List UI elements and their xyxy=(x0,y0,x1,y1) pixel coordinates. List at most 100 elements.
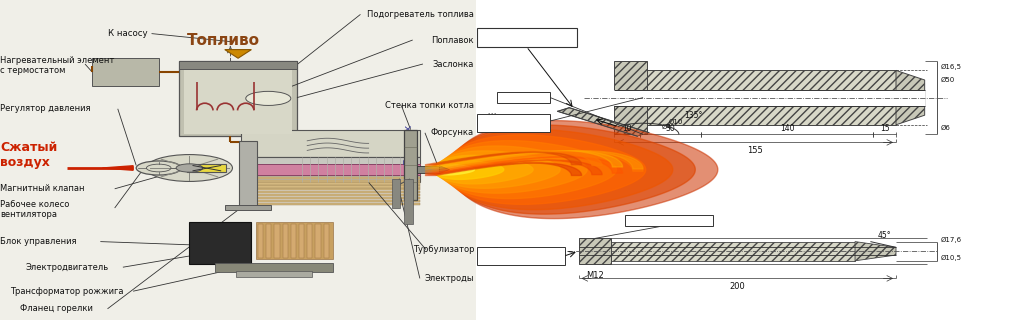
FancyBboxPatch shape xyxy=(477,247,565,265)
Text: Заслонка: Заслонка xyxy=(433,60,474,68)
Bar xyxy=(225,205,271,210)
Polygon shape xyxy=(447,130,673,210)
Bar xyxy=(417,166,439,173)
Bar xyxy=(645,70,896,125)
Polygon shape xyxy=(558,108,649,136)
Bar xyxy=(392,179,400,208)
Bar xyxy=(324,224,329,258)
Text: Форсунка: Форсунка xyxy=(431,128,474,137)
Text: 45°: 45° xyxy=(878,231,891,240)
Bar xyxy=(92,58,159,86)
Bar xyxy=(241,180,420,182)
Text: Ø17,6: Ø17,6 xyxy=(941,237,963,243)
Bar xyxy=(274,224,280,258)
Text: 140: 140 xyxy=(780,124,795,133)
Text: Электродвигатель: Электродвигатель xyxy=(26,263,109,272)
Bar xyxy=(239,141,257,208)
Polygon shape xyxy=(442,141,616,198)
Bar xyxy=(241,185,420,188)
Text: Трансформатор рожжига: Трансформатор рожжига xyxy=(10,287,124,296)
Bar xyxy=(236,271,312,277)
Bar xyxy=(299,224,304,258)
Text: Подогреватель топлива: Подогреватель топлива xyxy=(368,10,474,19)
Bar xyxy=(241,174,420,176)
FancyBboxPatch shape xyxy=(477,114,550,132)
Polygon shape xyxy=(429,164,474,175)
Text: 15: 15 xyxy=(880,124,890,133)
Text: Регулятор давления: Регулятор давления xyxy=(0,104,90,113)
Bar xyxy=(256,222,333,259)
Text: М12: М12 xyxy=(586,271,604,280)
Bar xyxy=(184,70,292,134)
Text: Рег. гайка М12: Рег. гайка М12 xyxy=(639,216,698,225)
Bar xyxy=(266,224,271,258)
Bar xyxy=(179,61,297,69)
Polygon shape xyxy=(896,70,925,125)
Bar xyxy=(476,0,1024,320)
Text: Ø10: Ø10 xyxy=(669,119,683,124)
Bar xyxy=(283,224,288,258)
Bar xyxy=(315,224,321,258)
Polygon shape xyxy=(432,160,504,180)
Text: Блок управления: Блок управления xyxy=(0,237,77,246)
FancyBboxPatch shape xyxy=(497,92,550,103)
Polygon shape xyxy=(102,166,133,170)
FancyBboxPatch shape xyxy=(625,215,713,226)
Bar xyxy=(241,200,420,202)
Text: Ø10,5: Ø10,5 xyxy=(941,254,963,261)
Bar xyxy=(241,197,420,199)
Circle shape xyxy=(146,155,232,181)
Bar xyxy=(614,90,925,106)
Polygon shape xyxy=(450,125,695,214)
Bar xyxy=(241,188,420,190)
Polygon shape xyxy=(445,135,646,204)
Bar xyxy=(307,224,312,258)
Text: Штуцер под
шланг: Штуцер под шланг xyxy=(488,113,538,132)
Bar xyxy=(241,177,420,179)
Text: 200: 200 xyxy=(729,282,745,291)
Text: Нагревательный элемент
с термостатом: Нагревательный элемент с термостатом xyxy=(0,56,115,75)
Bar xyxy=(241,191,420,193)
Text: 135°: 135° xyxy=(684,111,702,120)
Text: Топливо: Топливо xyxy=(186,33,260,47)
Text: К насосу: К насосу xyxy=(108,29,147,38)
Bar xyxy=(258,224,263,258)
Text: Турбулизатор: Турбулизатор xyxy=(413,245,474,254)
Circle shape xyxy=(136,161,181,175)
Polygon shape xyxy=(439,166,450,173)
Polygon shape xyxy=(435,155,534,184)
Bar xyxy=(189,222,251,264)
Bar xyxy=(241,182,420,185)
Bar xyxy=(614,61,647,134)
Text: Электроды: Электроды xyxy=(425,274,474,283)
Text: Сварка: Сварка xyxy=(508,93,539,102)
Text: Рабочее колесо
вентилятора: Рабочее колесо вентилятора xyxy=(0,200,70,219)
Circle shape xyxy=(176,164,203,172)
Polygon shape xyxy=(224,50,252,58)
Polygon shape xyxy=(855,242,896,261)
Text: Магнитный клапан: Магнитный клапан xyxy=(0,184,85,193)
Bar xyxy=(215,263,333,272)
Text: Ø50: Ø50 xyxy=(941,77,955,83)
Bar xyxy=(241,157,420,182)
Text: Стенка топки котла: Стенка топки котла xyxy=(385,101,474,110)
Bar xyxy=(241,203,420,205)
Bar xyxy=(241,171,420,173)
Bar xyxy=(241,194,420,196)
Bar xyxy=(241,130,420,157)
Polygon shape xyxy=(439,146,587,193)
Bar xyxy=(0,0,476,320)
Text: Ø16,5: Ø16,5 xyxy=(941,64,963,70)
Text: Фланец горелки: Фланец горелки xyxy=(19,304,93,313)
Text: Поплавок: Поплавок xyxy=(431,36,474,44)
Bar xyxy=(246,164,420,175)
Bar xyxy=(404,179,413,224)
Text: Воздух: Воздух xyxy=(402,123,413,164)
Bar xyxy=(179,61,297,136)
Text: Подача масло
санотеком: Подача масло санотеком xyxy=(494,247,549,266)
Text: 155: 155 xyxy=(748,146,763,155)
Text: 10: 10 xyxy=(623,124,632,133)
Text: Подача воздуха
2,0 атн.: Подача воздуха 2,0 атн. xyxy=(493,28,560,47)
Text: Ø6: Ø6 xyxy=(941,125,951,131)
Bar xyxy=(579,238,611,264)
